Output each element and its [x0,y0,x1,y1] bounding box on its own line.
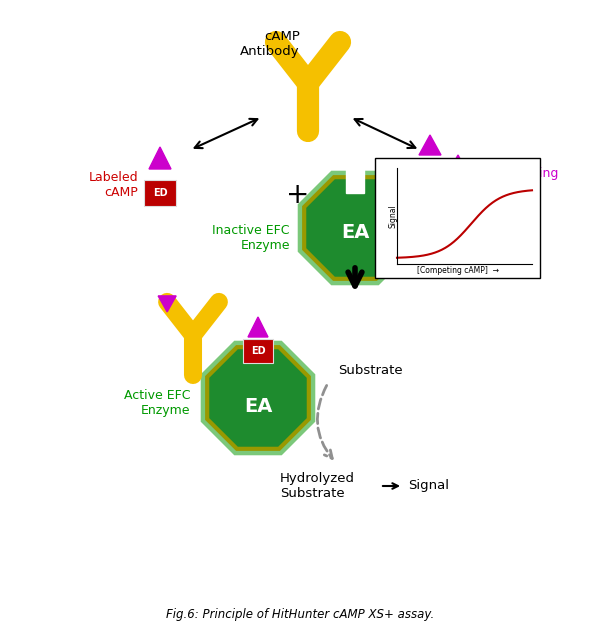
Text: Active EFC
Enzyme: Active EFC Enzyme [124,389,190,417]
Polygon shape [419,135,441,155]
Polygon shape [158,296,176,312]
Text: Substrate: Substrate [338,363,403,377]
Polygon shape [207,347,309,449]
Text: EA: EA [341,223,369,242]
Text: ED: ED [251,346,265,356]
Polygon shape [431,181,453,201]
Polygon shape [447,155,469,175]
Text: Labeled
cAMP: Labeled cAMP [88,171,138,199]
Text: Fig.6: Principle of HitHunter cAMP XS+ assay.: Fig.6: Principle of HitHunter cAMP XS+ a… [166,608,434,621]
Text: EA: EA [244,396,272,415]
Polygon shape [304,177,406,279]
Polygon shape [248,317,268,337]
Text: Signal: Signal [408,480,449,492]
FancyBboxPatch shape [346,166,364,193]
Text: Competing
cAMP: Competing cAMP [490,167,559,195]
Polygon shape [149,147,171,169]
Text: ED: ED [152,188,167,198]
Polygon shape [298,171,412,285]
Text: Inactive EFC
Enzyme: Inactive EFC Enzyme [212,224,290,252]
Text: cAMP
Antibody: cAMP Antibody [241,30,300,58]
Text: [Competing cAMP]  →: [Competing cAMP] → [417,266,499,275]
FancyBboxPatch shape [243,339,273,363]
FancyBboxPatch shape [144,180,176,206]
FancyBboxPatch shape [375,158,540,278]
Text: Hydrolyzed
Substrate: Hydrolyzed Substrate [280,472,355,500]
Text: Signal: Signal [389,204,398,228]
Polygon shape [201,341,315,455]
Text: +: + [286,181,310,209]
